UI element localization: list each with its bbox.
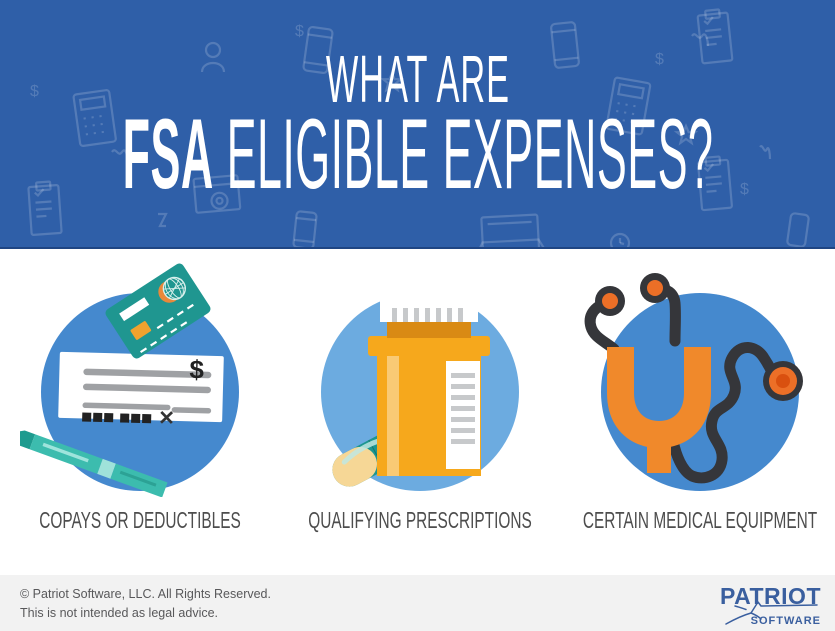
svg-text:$: $: [189, 354, 205, 384]
svg-text:$: $: [740, 181, 749, 198]
svg-text:$: $: [655, 51, 664, 68]
svg-text:$: $: [30, 83, 39, 100]
svg-text:$: $: [295, 23, 304, 40]
svg-text:SOFTWARE: SOFTWARE: [751, 615, 821, 627]
